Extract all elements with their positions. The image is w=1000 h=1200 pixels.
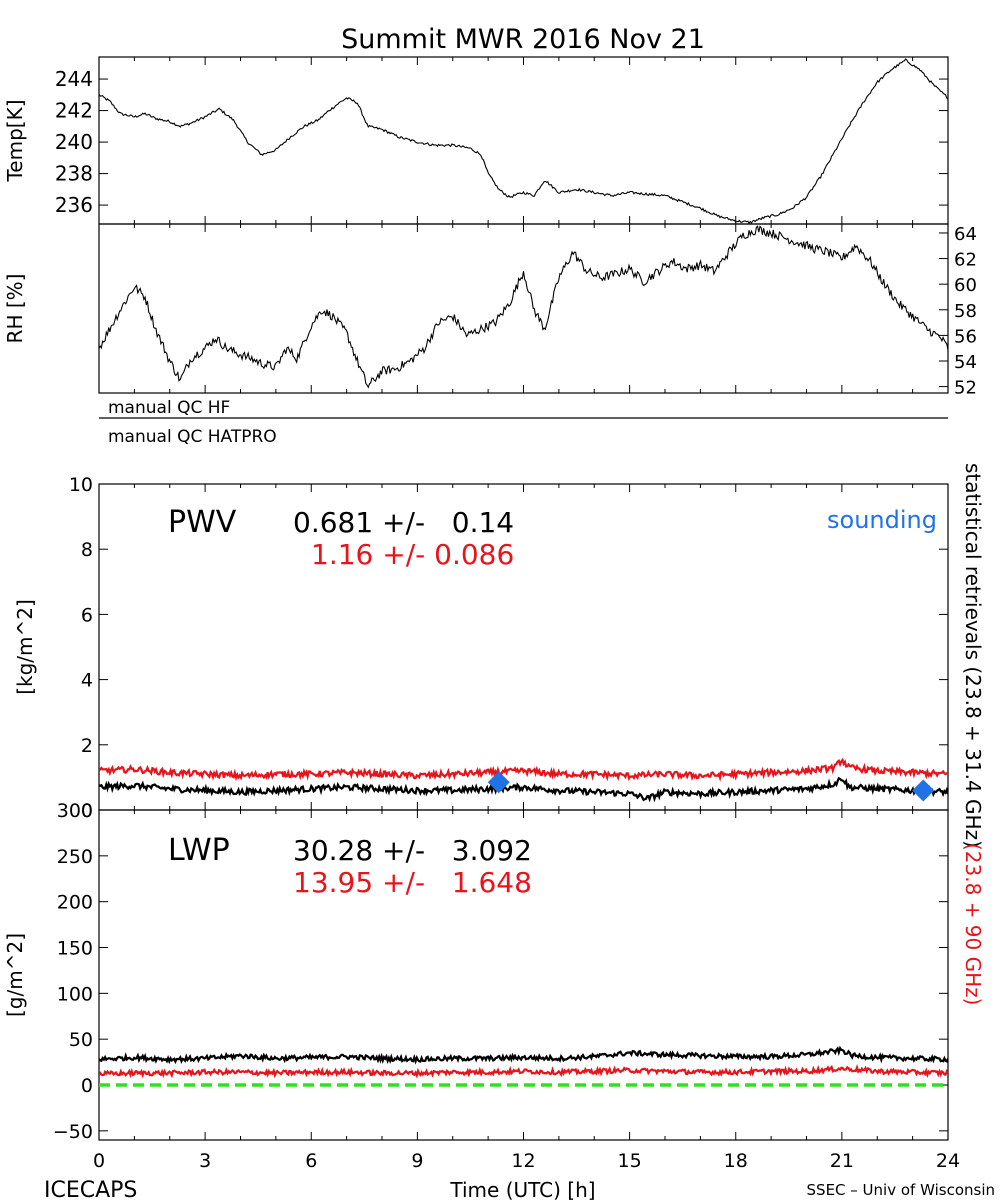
x-axis-label: Time (UTC) [h]	[449, 1178, 595, 1200]
y-tick-label: 60	[954, 275, 977, 296]
y-tick-label: 0	[81, 1075, 93, 1097]
footer-right: SSEC – Univ of Wisconsin	[807, 1181, 995, 1199]
x-tick-label: 18	[724, 1150, 748, 1172]
legend-sounding: sounding	[827, 506, 937, 534]
y-tick-label: 50	[69, 1029, 93, 1051]
rh-ylabel: RH [%]	[3, 274, 27, 344]
pwv-series-black	[99, 776, 948, 803]
y-tick-label: 54	[954, 352, 977, 373]
pwv-panel: 0 2 4 6 8 10 [kg/m^2] PWV 0.681 +/- 0.141.16 +/-…	[13, 474, 949, 822]
y-tick-label: 58	[954, 301, 977, 322]
y-tick-label: −50	[53, 1121, 93, 1143]
y-tick-label: 200	[57, 892, 93, 914]
pwv-ylabel: [kg/m^2]	[13, 599, 37, 695]
temp-ylabel: Temp[K]	[3, 99, 27, 182]
y-tick-label: 56	[954, 326, 977, 347]
lwp-title: LWP	[168, 833, 230, 868]
temp-frame	[98, 56, 949, 225]
y-tick-label: 100	[57, 983, 93, 1005]
x-tick-label: 21	[830, 1150, 854, 1172]
y-tick-label: 6	[81, 604, 93, 626]
y-tick-label: 10	[69, 474, 93, 496]
y-tick-label: 240	[55, 130, 93, 154]
x-tick-label: 9	[411, 1150, 423, 1172]
x-tick-label: 12	[511, 1150, 535, 1172]
y-tick-label: 300	[57, 800, 93, 822]
rh-frame	[98, 223, 949, 394]
lwp-stats-black: 30.28 +/- 3.092	[293, 834, 532, 867]
qc-hf-label: manual QC HF	[108, 398, 230, 418]
temp-series-black	[99, 58, 948, 224]
pwv-title: PWV	[168, 505, 237, 540]
y-tick-label: 64	[954, 224, 977, 245]
temp-panel: 236 238 240 242 244 Temp[K]	[3, 56, 949, 225]
rh-panel: 52 54 56 58 60 62 64 RH [%]	[3, 223, 977, 399]
lwp-series-black	[99, 1045, 948, 1065]
y-tick-label: 2	[81, 735, 93, 757]
y-tick-label: 150	[57, 938, 93, 960]
y-tick-label: 250	[57, 846, 93, 868]
sounding-marker	[912, 779, 935, 802]
y-tick-label: 244	[55, 67, 93, 91]
x-tick-label: 6	[305, 1150, 317, 1172]
figure-title: Summit MWR 2016 Nov 21	[341, 24, 705, 55]
sounding-marker	[487, 771, 510, 794]
pwv-series-red	[99, 757, 948, 782]
y-tick-label: 236	[55, 193, 93, 217]
pwv-stats-red: 1.16 +/- 0.086	[311, 538, 514, 571]
y-tick-label: 238	[55, 162, 93, 186]
y-tick-label: 52	[954, 378, 977, 399]
y-tick-label: 242	[55, 99, 93, 123]
side-label-black: statistical retrievals (23.8 + 31.4 GHz)	[961, 463, 985, 848]
qc-hatpro-label: manual QC HATPRO	[108, 427, 277, 447]
lwp-stats-red: 13.95 +/- 1.648	[293, 866, 532, 899]
qc-strip: manual QC HF manual QC HATPRO	[99, 398, 948, 447]
x-tick-label: 0	[93, 1150, 105, 1172]
x-tick-label: 3	[199, 1150, 211, 1172]
y-tick-label: 62	[954, 250, 977, 271]
y-tick-label: 8	[81, 539, 93, 561]
y-tick-label: 0	[81, 800, 93, 822]
x-tick-label: 15	[618, 1150, 642, 1172]
lwp-series-red	[99, 1064, 948, 1079]
y-tick-label: 4	[81, 670, 93, 692]
footer-left: ICECAPS	[44, 1178, 137, 1200]
pwv-stats-black: 0.681 +/- 0.14	[293, 506, 514, 539]
rh-series-black	[99, 225, 948, 389]
x-tick-label: 24	[936, 1150, 960, 1172]
lwp-ylabel: [g/m^2]	[3, 933, 27, 1017]
side-label-red: (23.8 + 90 GHz)	[961, 843, 985, 1005]
